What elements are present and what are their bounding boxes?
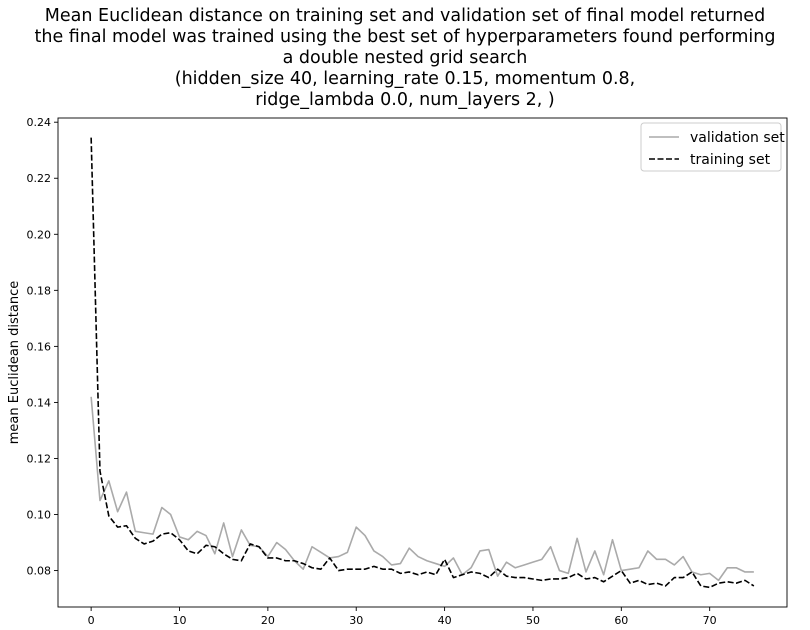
x-tick-label: 70 [703, 614, 717, 627]
title-line: the final model was trained using the be… [34, 27, 776, 47]
series-line-training [90, 137, 755, 589]
y-axis-label: mean Euclidean distance [7, 281, 22, 445]
y-tick-label: 0.08 [27, 565, 52, 578]
legend: validation set training set [640, 122, 785, 172]
y-tick-label: 0.24 [27, 116, 52, 129]
y-tick-label: 0.20 [27, 228, 52, 241]
chart-title: Mean Euclidean distance on training set … [0, 6, 810, 111]
y-tick-label: 0.10 [27, 509, 52, 522]
x-tick-label: 0 [88, 614, 95, 627]
legend-label-training: training set [690, 152, 771, 168]
title-line: a double nested grid search [282, 48, 528, 68]
x-axis-ticks: 0 10 20 30 40 50 60 70 [88, 607, 717, 627]
title-line: Mean Euclidean distance on training set … [44, 6, 766, 26]
y-tick-label: 0.22 [27, 172, 52, 185]
x-tick-label: 20 [261, 614, 275, 627]
x-tick-label: 60 [614, 614, 628, 627]
plot-area-frame [57, 117, 788, 608]
y-tick-label: 0.14 [27, 396, 52, 409]
y-tick-label: 0.16 [27, 340, 52, 353]
x-tick-label: 40 [438, 614, 452, 627]
legend-label-validation: validation set [690, 130, 785, 146]
series-layer [90, 137, 755, 589]
x-tick-label: 10 [173, 614, 187, 627]
x-tick-label: 50 [526, 614, 540, 627]
series-line-validation [90, 396, 754, 582]
title-line: ridge_lambda 0.0, num_layers 2, ) [255, 90, 555, 110]
x-tick-label: 30 [349, 614, 363, 627]
y-tick-label: 0.18 [27, 284, 52, 297]
y-tick-label: 0.12 [27, 452, 52, 465]
y-axis-ticks: 0.08 0.10 0.12 0.14 0.16 0.18 0.20 0.22 0.24 [27, 116, 58, 578]
title-line: (hidden_size 40, learning_rate 0.15, mom… [174, 69, 636, 89]
